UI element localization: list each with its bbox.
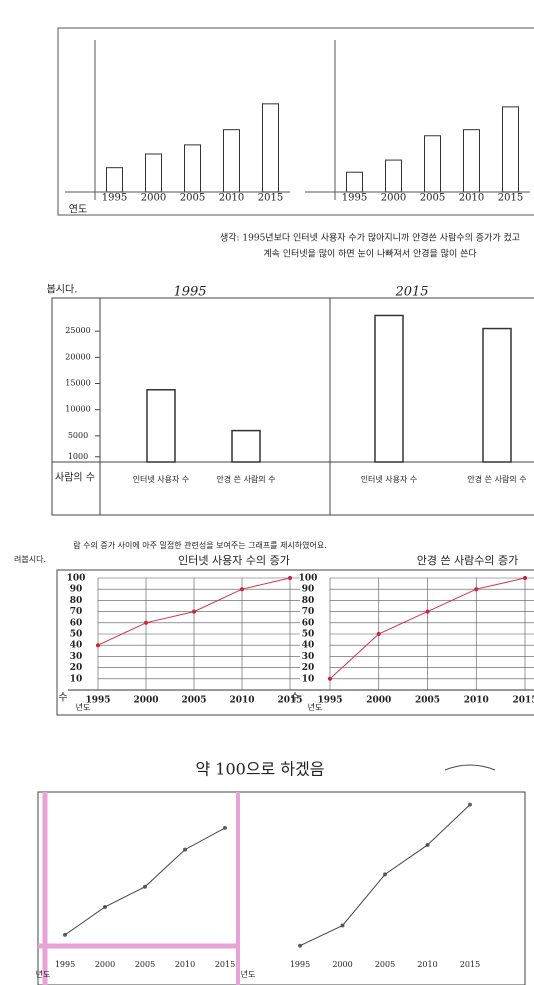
y-tick-label: 90 <box>302 585 315 595</box>
axis-label: 년도 <box>241 969 256 979</box>
y-tick-label: 20 <box>302 663 315 673</box>
label: 2015 <box>498 193 523 204</box>
scribble <box>445 765 495 770</box>
x-tick-label: 안경 쓴 사람의 수 <box>216 474 275 484</box>
y-tick-label: 90 <box>70 585 83 595</box>
x-tick-label: 1995 <box>55 960 75 969</box>
y-tick-label: 50 <box>70 630 83 640</box>
note: 약 100으로 하겠음 <box>195 760 324 779</box>
y-tick-label: 70 <box>70 607 83 617</box>
bar <box>232 431 260 462</box>
y-tick-label: 100 <box>67 574 86 584</box>
y-tick-label: 80 <box>302 596 315 606</box>
x-tick-label: 2015 <box>512 696 534 706</box>
bar <box>347 172 363 192</box>
group-title: 1995 <box>173 285 206 300</box>
label: 1995 <box>102 193 127 204</box>
y-tick-label: 80 <box>70 596 83 606</box>
bar <box>425 136 441 192</box>
bar <box>185 145 201 192</box>
line <box>65 828 225 935</box>
axis-label: 사람의 수 <box>55 471 95 484</box>
x-tick-label: 2005 <box>135 960 155 969</box>
chart-title: 안경 쓴 사람수의 증가 <box>417 554 519 567</box>
panel-2 <box>52 298 534 515</box>
axis-label: 년도 <box>76 702 91 712</box>
y-tick-label: 10000 <box>65 405 90 414</box>
intro: 려봅시다. <box>14 554 46 564</box>
label: 2010 <box>459 193 484 204</box>
x-tick-label: 2000 <box>95 960 115 969</box>
worksheet: 1995200020052010201519952000200520102015… <box>0 0 534 985</box>
y-tick-label: 100 <box>299 574 318 584</box>
panel-1 <box>58 28 534 215</box>
label: 2015 <box>258 193 283 204</box>
intro: 봅시다. <box>47 284 78 296</box>
y-tick-label: 5000 <box>68 431 88 440</box>
bar <box>147 390 175 462</box>
y-tick-label: 20000 <box>65 352 90 361</box>
caption: 계속 인터넷을 많이 하면 눈이 나빠져서 안경을 많이 쓴다 <box>263 248 477 260</box>
page: {"section1":{"charts":[ {"categories":["… <box>0 0 534 985</box>
axis-label: 년도 <box>36 969 51 979</box>
bar <box>503 107 519 192</box>
y-tick-label: 40 <box>302 641 315 651</box>
y-tick-label: 30 <box>70 652 83 662</box>
bar <box>107 168 123 192</box>
label: 2000 <box>141 193 166 204</box>
bar <box>224 130 240 192</box>
x-tick-label: 2005 <box>415 696 440 706</box>
x-tick-label: 2010 <box>229 696 254 706</box>
panel-4 <box>38 792 525 985</box>
y-tick-label: 40 <box>70 641 83 651</box>
x-tick-label: 인터넷 사용자 수 <box>361 474 418 484</box>
x-tick-label: 2010 <box>464 696 489 706</box>
y-tick-label: 60 <box>302 618 315 628</box>
bar <box>146 154 162 192</box>
axis-label: 연도 <box>69 204 87 216</box>
y-tick-label: 15000 <box>65 379 90 388</box>
bar <box>464 130 480 192</box>
x-tick-label: 인터넷 사용자 수 <box>133 474 190 484</box>
x-tick-label: 2010 <box>417 960 437 969</box>
axis-label: 수 <box>290 692 299 704</box>
label: 2005 <box>180 193 205 204</box>
x-tick-label: 2000 <box>332 960 352 969</box>
y-tick-label: 10 <box>302 674 315 684</box>
x-tick-label: 2005 <box>181 696 206 706</box>
chart-title: 인터넷 사용자 수의 증가 <box>178 554 290 567</box>
label: 2005 <box>420 193 445 204</box>
bar <box>375 315 403 462</box>
bar <box>483 329 511 462</box>
x-tick-label: 2015 <box>215 960 235 969</box>
caption: 생각: 1995년보다 인터넷 사용자 수가 많아지니까 안경쓴 사람수의 증가… <box>220 232 520 244</box>
x-tick-label: 안경 쓴 사람의 수 <box>467 474 526 484</box>
y-tick-label: 25000 <box>65 326 90 335</box>
intro: 람 수의 증가 사이에 아주 밀접한 관련성을 보여주는 그래프를 제시하였어요… <box>73 540 327 550</box>
label: 2010 <box>219 193 244 204</box>
bar <box>263 104 279 192</box>
y-tick-label: 60 <box>70 618 83 628</box>
axis-label: 년도 <box>308 702 323 712</box>
line <box>300 805 470 946</box>
group-title: 2015 <box>394 285 428 300</box>
y-tick-label: 10 <box>70 674 83 684</box>
y-tick-label: 20 <box>70 663 83 673</box>
x-tick-label: 2010 <box>175 960 195 969</box>
label: 2000 <box>381 193 406 204</box>
x-tick-label: 2005 <box>375 960 395 969</box>
axis-label: 수 <box>58 692 67 704</box>
x-tick-label: 1995 <box>290 960 310 969</box>
x-tick-label: 2000 <box>133 696 158 706</box>
y-tick-label: 1000 <box>68 452 88 461</box>
y-tick-label: 50 <box>302 630 315 640</box>
label: 1995 <box>342 193 367 204</box>
x-tick-label: 2000 <box>366 696 391 706</box>
x-tick-label: 2015 <box>460 960 480 969</box>
bar <box>386 160 402 192</box>
y-tick-label: 70 <box>302 607 315 617</box>
y-tick-label: 30 <box>302 652 315 662</box>
